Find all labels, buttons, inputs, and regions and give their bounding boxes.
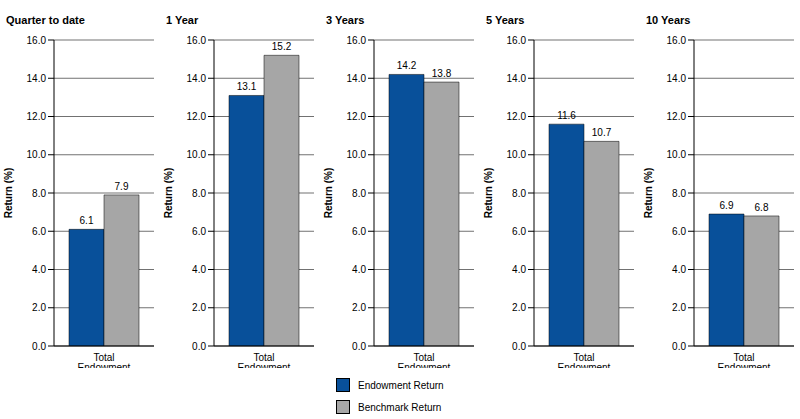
svg-text:10.0: 10.0 (507, 149, 527, 160)
html-text:Benchmark Return: Benchmark Return (358, 401, 442, 413)
svg-text:13.8: 13.8 (432, 68, 452, 79)
svg-text:TotalEndowment: TotalEndowment (238, 352, 291, 368)
svg-text:TotalEndowment: TotalEndowment (718, 352, 771, 368)
svg-text:6.8: 6.8 (755, 202, 769, 213)
svg-text:16.0: 16.0 (507, 35, 527, 46)
svg-text:4.0: 4.0 (192, 264, 206, 275)
svg-text:Return (%): Return (%) (643, 168, 654, 219)
svg-text:15.2: 15.2 (272, 41, 292, 52)
svg-text:0.0: 0.0 (512, 341, 526, 352)
svg-text:8.0: 8.0 (512, 188, 526, 199)
svg-text:Return (%): Return (%) (323, 168, 334, 219)
svg-text:10.0: 10.0 (187, 149, 207, 160)
svg-text:12.0: 12.0 (667, 111, 687, 122)
svg-text:14.0: 14.0 (507, 73, 527, 84)
svg-text:16.0: 16.0 (347, 35, 367, 46)
svg-text:6.0: 6.0 (32, 226, 46, 237)
svg-text:14.2: 14.2 (397, 60, 417, 71)
svg-text:2.0: 2.0 (672, 302, 686, 313)
svg-text:12.0: 12.0 (187, 111, 207, 122)
html-text:5 Years: 5 Years (486, 14, 525, 26)
svg-text:8.0: 8.0 (192, 188, 206, 199)
svg-text:Return (%): Return (%) (8, 168, 14, 219)
svg-text:2.0: 2.0 (192, 302, 206, 313)
svg-text:16.0: 16.0 (187, 35, 207, 46)
svg-text:14.0: 14.0 (347, 73, 367, 84)
svg-text:Return (%): Return (%) (483, 168, 494, 219)
svg-text:13.1: 13.1 (237, 81, 257, 92)
svg-text:6.0: 6.0 (512, 226, 526, 237)
svg-text:8.0: 8.0 (672, 188, 686, 199)
html-text:3 Years: 3 Years (326, 14, 365, 26)
svg-text:4.0: 4.0 (352, 264, 366, 275)
svg-text:6.9: 6.9 (720, 200, 734, 211)
svg-text:10.0: 10.0 (667, 149, 687, 160)
svg-text:0.0: 0.0 (672, 341, 686, 352)
svg-text:14.0: 14.0 (27, 73, 47, 84)
svg-text:11.6: 11.6 (557, 110, 576, 121)
svg-text:TotalEndowment: TotalEndowment (78, 352, 131, 368)
svg-text:10.7: 10.7 (592, 127, 612, 138)
svg-text:8.0: 8.0 (352, 188, 366, 199)
svg-text:TotalEndowment: TotalEndowment (398, 352, 451, 368)
svg-text:0.0: 0.0 (352, 341, 366, 352)
html-text:10 Years: 10 Years (646, 14, 691, 26)
svg-text:4.0: 4.0 (672, 264, 686, 275)
svg-text:16.0: 16.0 (27, 35, 47, 46)
svg-text:6.0: 6.0 (192, 226, 206, 237)
svg-text:6.0: 6.0 (672, 226, 686, 237)
svg-text:12.0: 12.0 (27, 111, 47, 122)
svg-text:14.0: 14.0 (667, 73, 687, 84)
svg-text:0.0: 0.0 (32, 341, 46, 352)
svg-text:8.0: 8.0 (32, 188, 46, 199)
svg-text:10.0: 10.0 (27, 149, 47, 160)
svg-text:12.0: 12.0 (507, 111, 527, 122)
svg-text:TotalEndowment: TotalEndowment (558, 352, 611, 368)
svg-text:6.0: 6.0 (352, 226, 366, 237)
svg-text:0.0: 0.0 (192, 341, 206, 352)
svg-text:4.0: 4.0 (32, 264, 46, 275)
svg-text:Return (%): Return (%) (163, 168, 174, 219)
svg-text:4.0: 4.0 (512, 264, 526, 275)
svg-text:12.0: 12.0 (347, 111, 367, 122)
html-text:Endowment Return: Endowment Return (358, 379, 444, 391)
svg-text:2.0: 2.0 (32, 302, 46, 313)
svg-text:6.1: 6.1 (80, 215, 94, 226)
svg-text:10.0: 10.0 (347, 149, 367, 160)
html-text:Quarter to date: Quarter to date (6, 14, 85, 26)
svg-text:2.0: 2.0 (512, 302, 526, 313)
svg-text:2.0: 2.0 (352, 302, 366, 313)
html-text:1 Year: 1 Year (166, 14, 199, 26)
svg-text:14.0: 14.0 (187, 73, 207, 84)
svg-text:16.0: 16.0 (667, 35, 687, 46)
svg-text:7.9: 7.9 (115, 181, 129, 192)
